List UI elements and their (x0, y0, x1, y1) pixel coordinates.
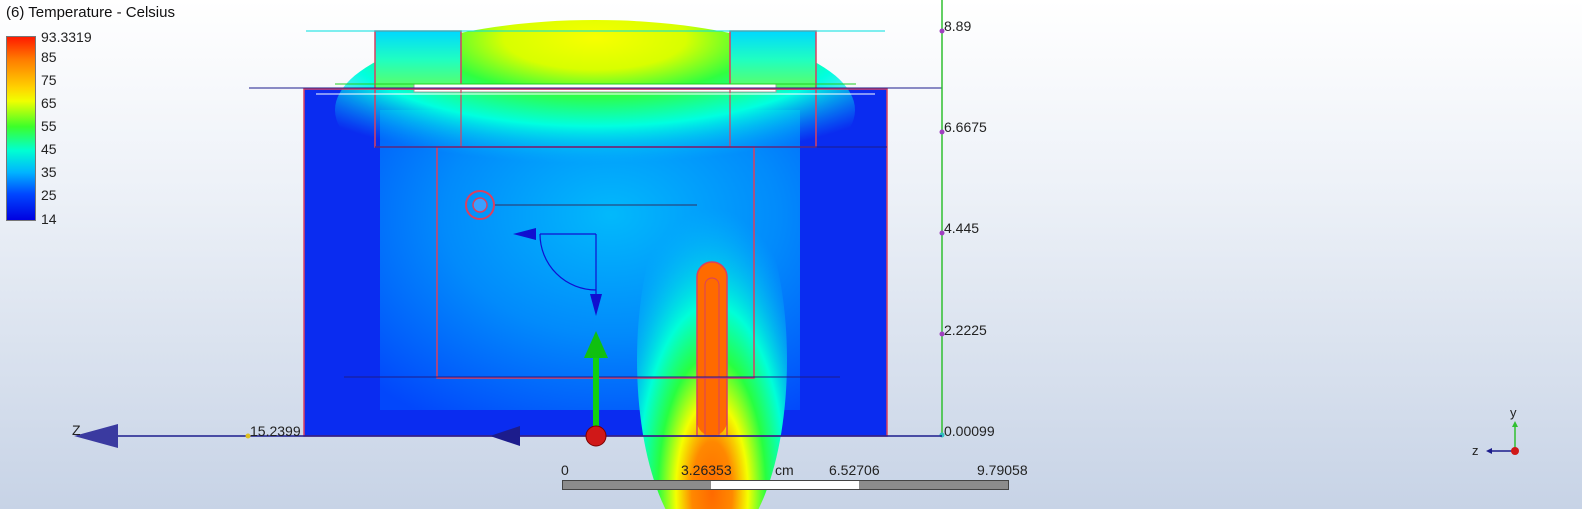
scale-bar (562, 480, 1009, 490)
orientation-triad[interactable]: y z (1460, 405, 1530, 465)
legend-tick-min: 14 (41, 211, 57, 227)
heater-inner-outline (704, 277, 720, 436)
triad-y-label: y (1510, 405, 1517, 420)
top-heat-zone (335, 20, 855, 200)
triad-z-label: z (1472, 443, 1479, 458)
top-block-right[interactable] (729, 30, 817, 90)
origin-marker[interactable] (585, 425, 607, 447)
scale-label: 0 (561, 462, 569, 478)
legend-tick: 35 (41, 164, 57, 180)
triad-graphic (1486, 421, 1519, 455)
legend-color-bar (6, 36, 36, 221)
z-ruler-label: 15.2399 (250, 423, 301, 439)
heater-outline (696, 261, 728, 436)
legend-tick: 65 (41, 95, 57, 111)
port-circle[interactable] (465, 190, 495, 220)
z-axis-label: Z (72, 422, 81, 438)
z-axis-arrowhead (74, 424, 118, 448)
legend-tick: 55 (41, 118, 57, 134)
scale-label: 9.79058 (977, 462, 1028, 478)
legend-tick: 45 (41, 141, 57, 157)
y-ruler-label: 8.89 (944, 18, 972, 34)
y-ruler-label: 4.445 (944, 220, 980, 236)
legend-title: (6) Temperature - Celsius (6, 4, 175, 21)
top-block-left[interactable] (374, 30, 462, 90)
y-ruler-label: 0.00099 (944, 423, 995, 439)
legend-tick: 85 (41, 49, 57, 65)
scale-label: 6.52706 (829, 462, 880, 478)
scale-label: 3.26353 (681, 462, 732, 478)
y-ruler-label: 6.6675 (944, 119, 987, 135)
heater-core (697, 262, 727, 436)
legend-tick: 75 (41, 72, 57, 88)
rotation-indicator (539, 233, 597, 291)
y-ruler-label: 2.2225 (944, 322, 987, 338)
legend-tick-max: 93.3319 (41, 29, 92, 45)
scale-unit: cm (775, 462, 794, 478)
legend-tick: 25 (41, 187, 57, 203)
